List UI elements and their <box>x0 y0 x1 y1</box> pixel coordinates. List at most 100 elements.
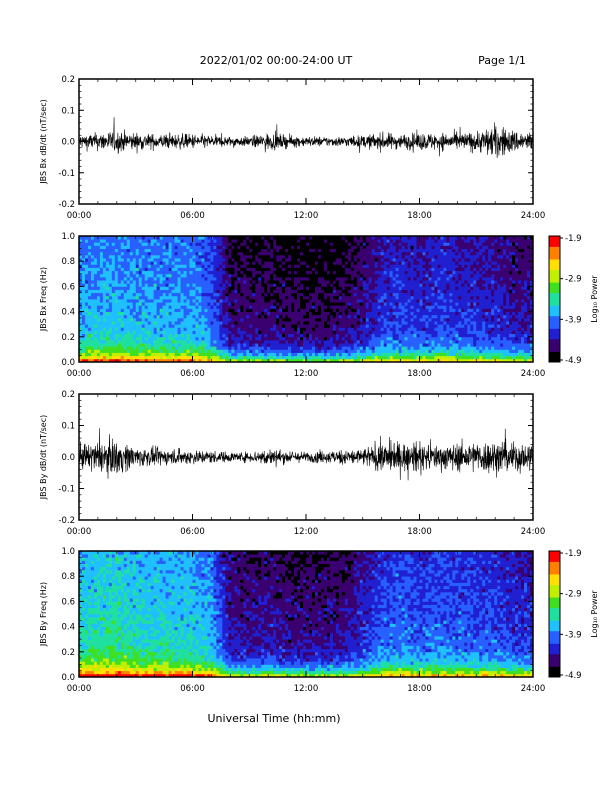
spectrogram-cell <box>225 314 229 319</box>
spectrogram-cell <box>353 339 358 344</box>
spectrogram-cell <box>356 333 361 338</box>
spectrogram-cell <box>204 248 208 253</box>
spectrogram-cell <box>404 251 408 256</box>
spectrogram-cell <box>401 352 405 357</box>
spectrogram-cell <box>156 352 161 357</box>
spectrogram-cell <box>81 299 86 303</box>
spectrogram-cell <box>126 358 131 363</box>
spectrogram-cell <box>165 333 170 338</box>
spectrogram-cell <box>413 352 417 357</box>
spectrogram-cell <box>267 349 271 353</box>
spectrogram-cell <box>374 258 379 262</box>
spectrogram-cell <box>311 336 316 341</box>
spectrogram-cell <box>96 286 101 290</box>
spectrogram-cell <box>362 346 367 350</box>
spectrogram-cell <box>144 264 149 268</box>
spectrogram-cell <box>177 349 181 353</box>
spectrogram-cell <box>282 355 286 360</box>
spectrogram-cell <box>320 292 325 297</box>
spectrogram-cell <box>425 280 429 284</box>
spectrogram-cell <box>111 276 116 281</box>
spectrogram-cell <box>201 276 205 281</box>
spectrogram-cell <box>240 261 244 265</box>
y-tick-label: 0.0 <box>61 138 75 148</box>
spectrogram-cell <box>279 251 283 256</box>
spectrogram-cell <box>261 317 265 322</box>
spectrogram-cell <box>216 270 220 275</box>
spectrogram-cell <box>329 327 334 331</box>
spectrogram-cell <box>398 292 402 297</box>
spectrogram-cell <box>276 339 280 344</box>
spectrogram-cell <box>300 308 304 312</box>
spectrogram-cell <box>249 355 253 360</box>
spectrogram-cell <box>335 267 340 272</box>
spectrogram-cell <box>162 317 167 322</box>
spectrogram-cell <box>377 311 382 316</box>
spectrogram-cell <box>344 311 349 316</box>
spectrogram-cell <box>300 273 304 278</box>
spectrogram-cell <box>311 343 316 347</box>
spectrogram-cell <box>96 280 101 284</box>
spectrogram-cell <box>288 254 292 259</box>
spectrogram-cell <box>189 286 193 290</box>
spectrogram-cell <box>249 302 253 306</box>
spectrogram-cell <box>93 308 98 312</box>
spectrogram-cell <box>377 283 382 287</box>
spectrogram-cell <box>326 248 331 253</box>
spectrogram-cell <box>329 242 334 246</box>
spectrogram-cell <box>105 280 110 284</box>
spectrogram-cell <box>231 254 235 259</box>
spectrogram-cell <box>147 286 152 290</box>
spectrogram-cell <box>317 299 322 303</box>
spectrogram-cell <box>249 273 253 278</box>
spectrogram-cell <box>326 273 331 278</box>
spectrogram-cell <box>243 254 247 259</box>
spectrogram-cell <box>326 349 331 353</box>
spectrogram-cell <box>255 305 259 309</box>
spectrogram-cell <box>186 352 190 357</box>
spectrogram-cell <box>261 239 265 243</box>
spectrogram-cell <box>407 276 411 281</box>
spectrogram-cell <box>279 258 283 262</box>
spectrogram-cell <box>320 352 325 357</box>
spectrogram-cell <box>371 245 376 249</box>
spectrogram-cell <box>231 299 235 303</box>
spectrogram-cell <box>401 251 405 256</box>
spectrogram-cell <box>225 308 229 312</box>
spectrogram-cell <box>377 292 382 297</box>
spectrogram-cell <box>79 273 83 278</box>
spectrogram-cell <box>323 264 328 268</box>
spectrogram-cell <box>123 343 128 347</box>
spectrogram-cell <box>225 292 229 297</box>
spectrogram-cell <box>108 286 113 290</box>
spectrogram-cell <box>314 336 319 341</box>
spectrogram-cell <box>428 261 432 265</box>
spectrogram-cell <box>198 324 202 328</box>
spectrogram-cell <box>434 343 438 347</box>
spectrogram-cell <box>126 314 131 319</box>
spectrogram-cell <box>129 324 134 328</box>
spectrogram-cell <box>428 264 432 268</box>
spectrogram-cell <box>141 358 146 363</box>
spectrogram-cell <box>177 251 181 256</box>
spectrogram-cell <box>201 267 205 272</box>
spectrogram-cell <box>105 292 110 297</box>
spectrogram-cell <box>416 346 420 350</box>
spectrogram-cell <box>177 302 181 306</box>
spectrogram-cell <box>96 302 101 306</box>
spectrogram-cell <box>311 295 316 300</box>
spectrogram-cell <box>422 346 426 350</box>
spectrogram-cell <box>243 283 247 287</box>
spectrogram-cell <box>371 267 376 272</box>
spectrogram-cell <box>276 251 280 256</box>
spectrogram-cell <box>291 239 295 243</box>
spectrogram-cell <box>234 299 238 303</box>
spectrogram-cell <box>225 317 229 322</box>
spectrogram-cell <box>177 283 181 287</box>
spectrogram-cell <box>359 261 364 265</box>
spectrogram-cell <box>129 236 134 240</box>
spectrogram-cell <box>81 333 86 338</box>
spectrogram-cell <box>228 242 232 246</box>
spectrogram-cell <box>276 242 280 246</box>
spectrogram-cell <box>207 270 211 275</box>
